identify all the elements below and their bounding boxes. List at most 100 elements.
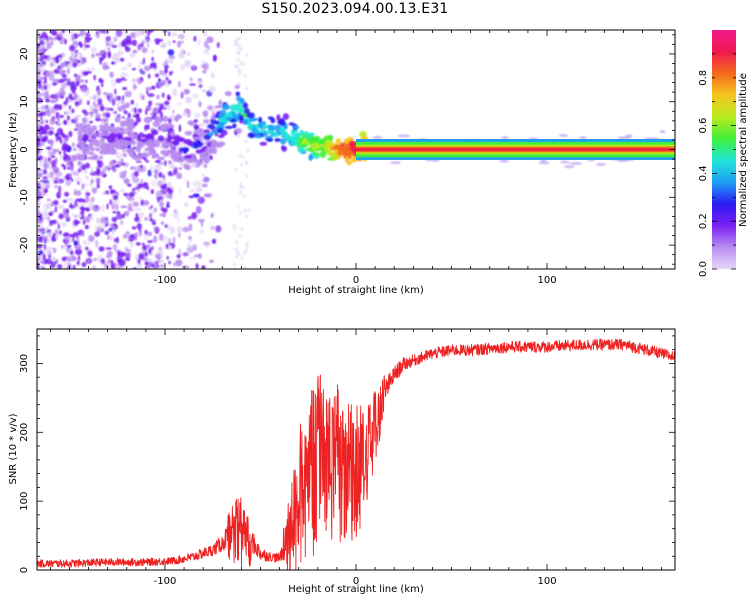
noise-blob — [63, 212, 70, 220]
noise-blob — [244, 248, 248, 253]
noise-blob — [169, 226, 175, 234]
ridge-blob — [163, 152, 170, 157]
line-halo-blob — [560, 160, 570, 164]
noise-blob — [90, 46, 97, 54]
ridge-blob — [248, 118, 257, 122]
ridge-blob — [203, 119, 210, 124]
noise-blob — [99, 105, 105, 112]
ridge-blob — [224, 125, 233, 129]
ridge-blob — [281, 146, 288, 152]
noise-blob — [96, 30, 99, 35]
noise-blob — [124, 246, 128, 253]
noise-blob — [72, 170, 80, 176]
noise-blob — [109, 71, 114, 78]
noise-blob — [203, 241, 210, 246]
noise-blob — [112, 210, 117, 214]
x-tick-label: -100 — [154, 275, 177, 286]
noise-blob — [178, 124, 182, 133]
noise-blob — [63, 100, 68, 106]
noise-blob — [51, 148, 60, 153]
noise-blob — [173, 166, 178, 174]
noise-blob — [71, 85, 77, 91]
noise-blob — [48, 145, 53, 150]
ridge-blob — [140, 138, 149, 143]
ridge-blob — [234, 84, 241, 89]
noise-blob — [105, 247, 112, 250]
noise-blob — [85, 257, 93, 265]
line-halo-blob — [569, 162, 583, 165]
colorbar-tick-label: 0.4 — [698, 165, 709, 181]
noise-blob — [110, 79, 117, 87]
noise-blob — [96, 113, 101, 118]
line-halo-blob — [579, 136, 587, 140]
noise-blob — [203, 40, 209, 49]
ridge-blob — [139, 154, 147, 158]
noise-blob — [158, 110, 162, 114]
noise-blob — [39, 159, 43, 167]
noise-blob — [195, 186, 203, 193]
noise-blob — [76, 213, 83, 218]
noise-blob — [46, 40, 50, 46]
ridge-blob — [218, 117, 227, 123]
noise-blob — [237, 252, 241, 257]
ridge-blob — [125, 148, 131, 153]
noise-blob — [245, 244, 249, 249]
noise-blob — [166, 182, 172, 186]
noise-blob — [129, 201, 134, 205]
noise-blob — [150, 62, 157, 69]
ridge-blob — [351, 156, 358, 163]
ridge-blob — [99, 150, 108, 155]
noise-blob — [56, 92, 61, 98]
ridge-blob — [246, 112, 255, 119]
noise-blob — [124, 170, 127, 174]
noise-blob — [63, 137, 69, 142]
ridge-blob — [170, 154, 179, 160]
noise-blob — [240, 185, 244, 190]
y-tick-label: 10 — [19, 95, 30, 108]
noise-blob — [164, 67, 168, 74]
noise-blob — [66, 80, 72, 86]
noise-blob — [127, 197, 135, 201]
noise-blob — [69, 160, 74, 168]
noise-blob — [97, 89, 102, 96]
noise-blob — [167, 170, 173, 177]
noise-blob — [161, 42, 166, 47]
noise-blob — [105, 107, 110, 112]
ridge-blob — [98, 127, 108, 133]
ridge-blob — [100, 118, 109, 122]
noise-blob — [245, 86, 248, 91]
noise-blob — [70, 85, 73, 91]
noise-blob — [60, 40, 63, 44]
spectrogram-image — [37, 30, 675, 269]
noise-blob — [167, 104, 171, 111]
noise-blob — [167, 79, 172, 85]
noise-blob — [208, 38, 213, 44]
noise-blob — [72, 232, 79, 238]
noise-blob — [80, 79, 85, 83]
noise-blob — [121, 50, 124, 55]
noise-blob — [48, 166, 52, 171]
noise-blob — [236, 57, 240, 62]
noise-blob — [57, 204, 64, 209]
noise-blob — [48, 149, 52, 157]
snr-x-axis-label: Height of straight line (km) — [288, 584, 424, 595]
noise-blob — [179, 140, 185, 149]
ridge-blob — [99, 142, 109, 147]
noise-blob — [162, 178, 165, 184]
noise-blob — [104, 217, 108, 221]
noise-blob — [178, 248, 181, 253]
noise-blob — [79, 98, 83, 105]
noise-blob — [176, 254, 181, 259]
noise-blob — [124, 90, 132, 98]
noise-blob — [65, 61, 71, 65]
noise-blob — [53, 185, 59, 189]
noise-blob — [57, 264, 63, 269]
noise-blob — [95, 217, 102, 224]
ridge-blob — [235, 91, 241, 97]
noise-blob — [212, 54, 217, 62]
ridge-blob — [210, 146, 215, 154]
noise-blob — [55, 112, 60, 116]
noise-blob — [99, 58, 103, 65]
noise-blob — [153, 207, 157, 213]
noise-blob — [235, 240, 239, 245]
